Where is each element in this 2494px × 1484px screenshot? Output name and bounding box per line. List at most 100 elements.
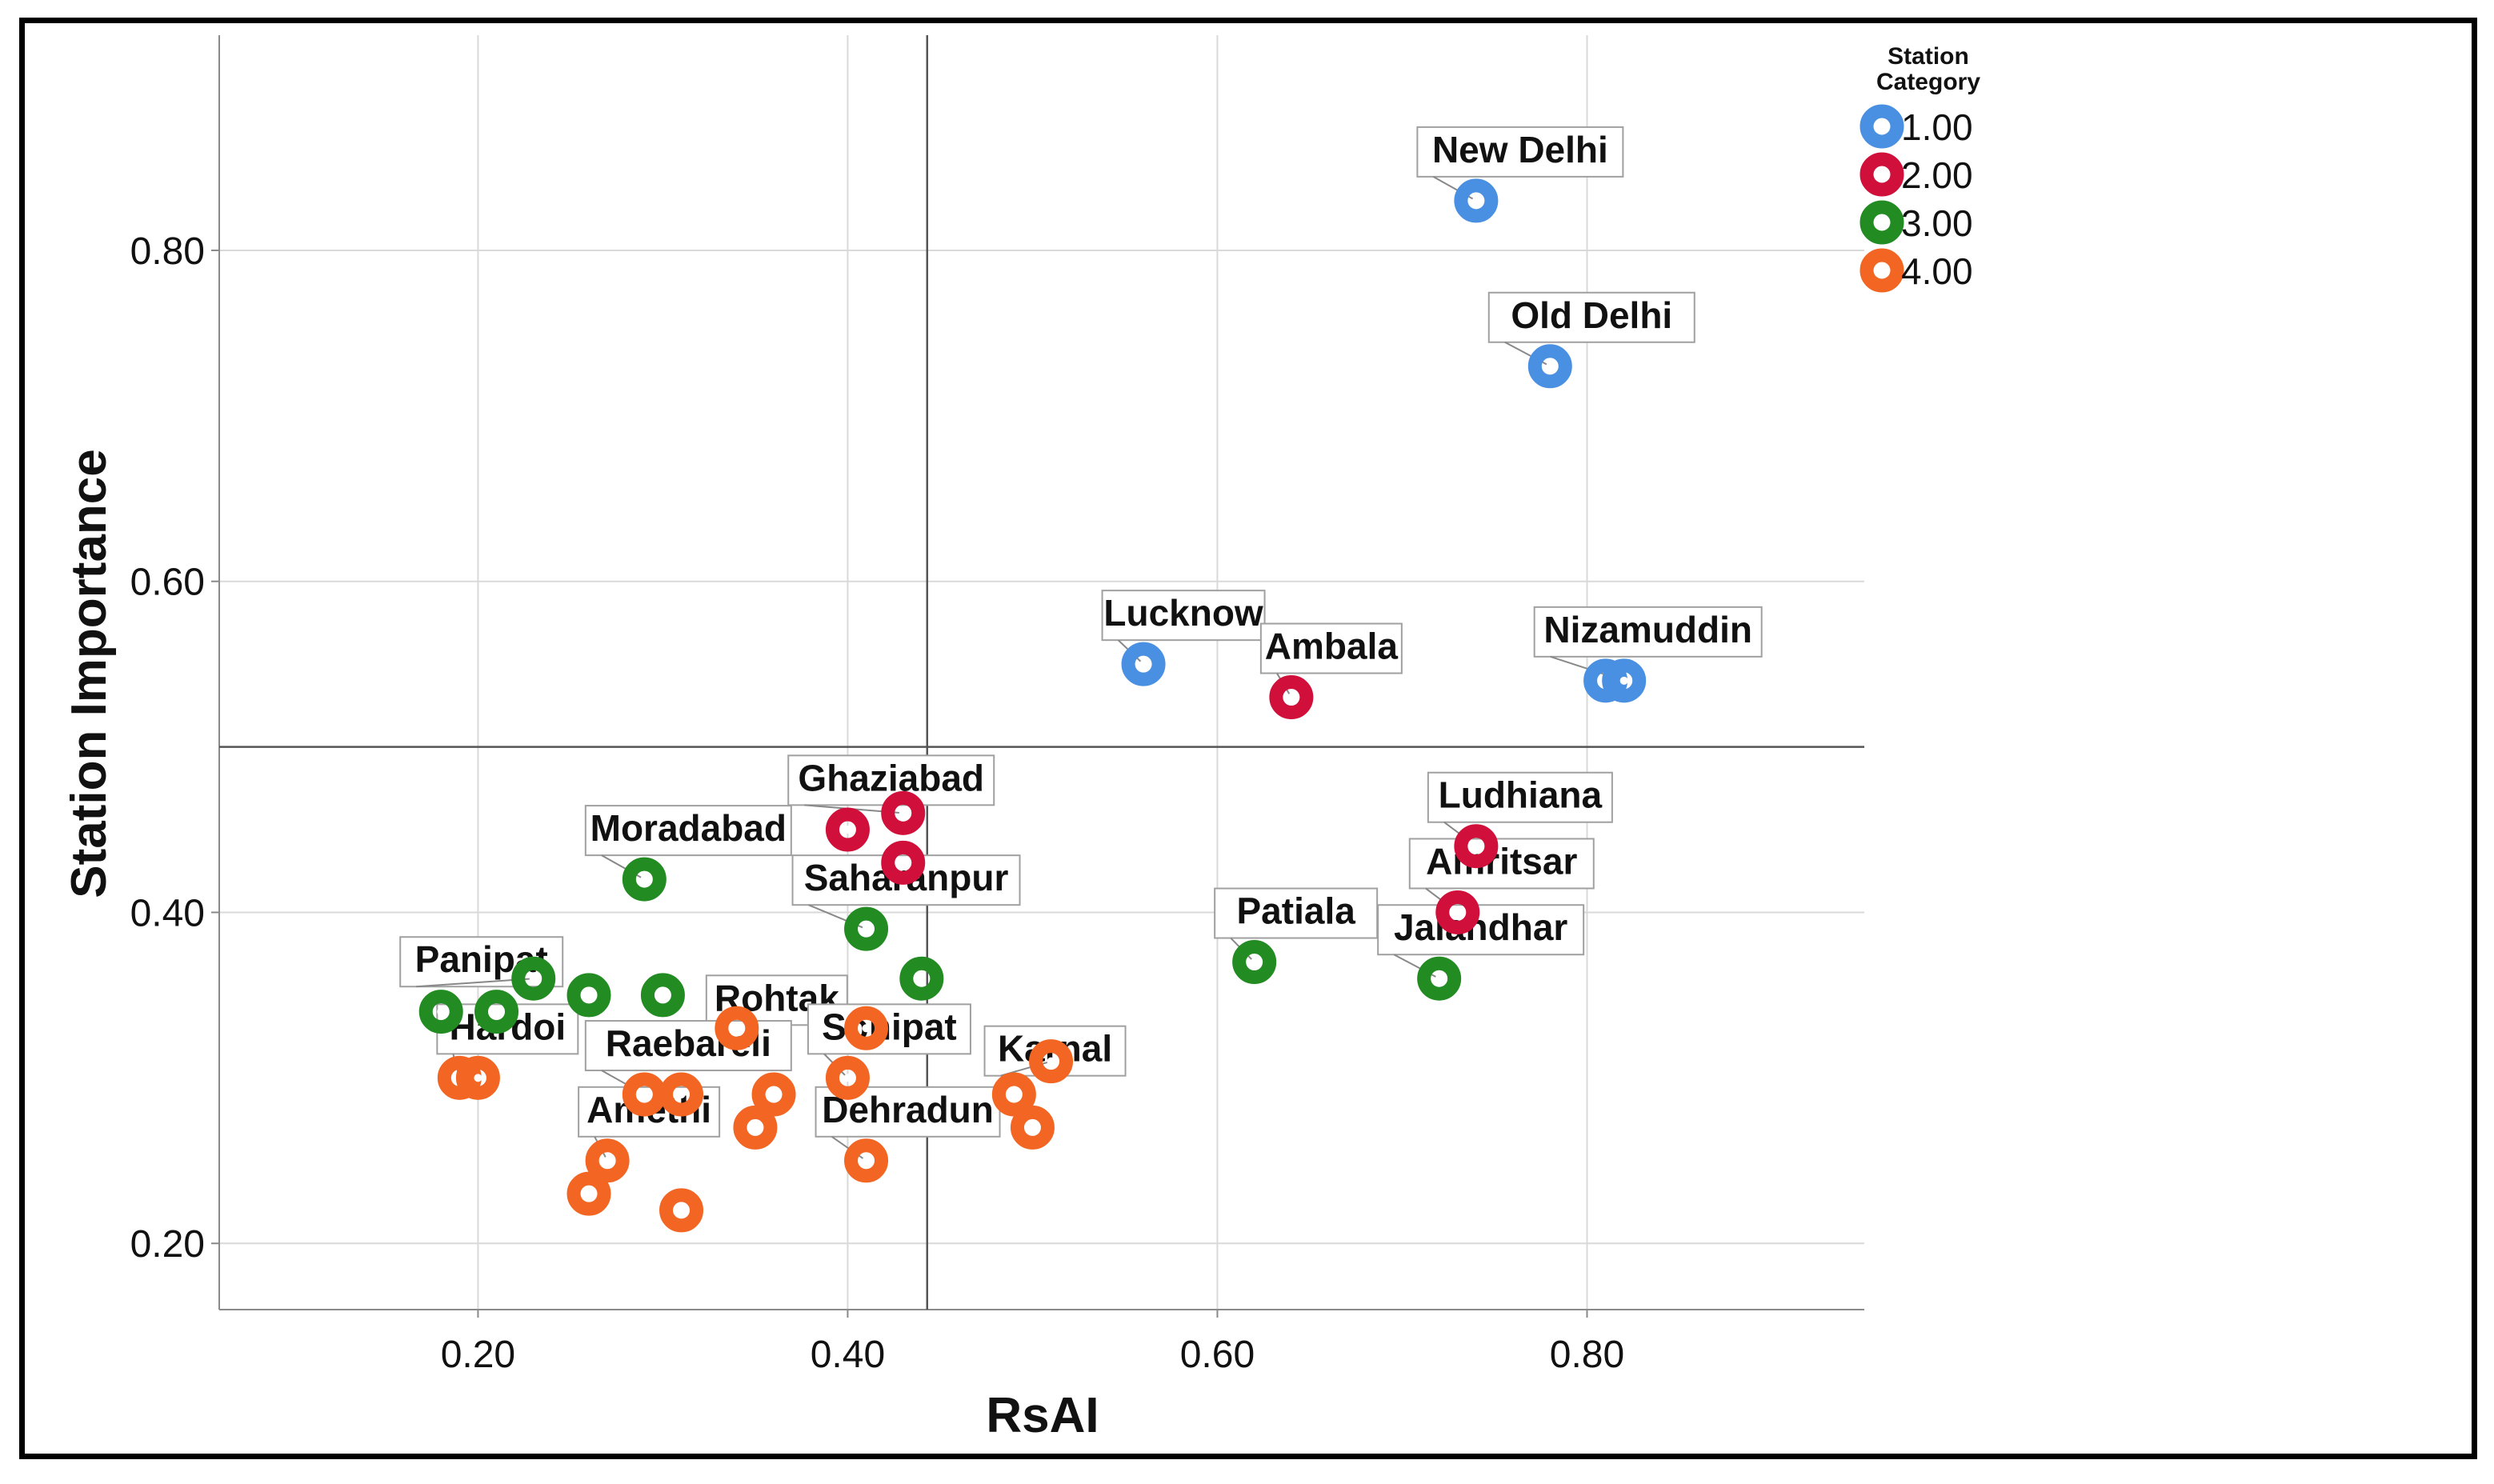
data-point-center xyxy=(640,1090,649,1099)
data-point xyxy=(566,1171,611,1216)
legend-marker xyxy=(1859,104,1904,149)
point-label-box xyxy=(1487,291,1695,343)
legend-marker-center xyxy=(1878,266,1886,274)
point-label-box xyxy=(584,805,792,857)
point-label-text: Jalandhar xyxy=(1394,906,1567,948)
data-point-center xyxy=(917,974,926,983)
data-point xyxy=(715,1006,759,1050)
data-point-ring xyxy=(1417,956,1462,1001)
data-point-ring xyxy=(844,906,889,951)
data-point-center xyxy=(732,1024,741,1033)
point-label-box xyxy=(1533,606,1763,658)
data-point-ring xyxy=(455,1055,500,1100)
data-point-ring xyxy=(566,1171,611,1216)
data-point-ring xyxy=(511,956,556,1001)
data-point-center xyxy=(862,1024,871,1033)
point-label-text: Lucknow xyxy=(1103,592,1263,634)
legend-label: 2.00 xyxy=(1901,154,1973,196)
point-label-text: Moradabad xyxy=(590,807,787,849)
data-point-center xyxy=(1471,196,1480,205)
data-point-center xyxy=(1435,974,1443,983)
point-label-box xyxy=(807,1003,971,1055)
data-point-ring xyxy=(1435,890,1480,934)
x-tick-label: 0.80 xyxy=(1550,1334,1624,1376)
data-point-center xyxy=(1453,908,1462,917)
x-tick-label: 0.60 xyxy=(1180,1334,1255,1376)
data-point xyxy=(455,1055,500,1100)
data-point-center xyxy=(659,990,667,999)
data-point-ring xyxy=(640,973,685,1018)
point-label-box xyxy=(1214,887,1379,939)
point-label: Ambala xyxy=(1259,622,1403,698)
data-point-center xyxy=(1047,1057,1055,1066)
data-point xyxy=(640,973,685,1018)
data-point-ring xyxy=(1232,940,1277,985)
data-point-center xyxy=(474,1074,482,1082)
data-point-center xyxy=(1287,693,1295,702)
point-label-box xyxy=(1377,904,1585,956)
point-label: Lucknow xyxy=(1101,590,1266,665)
point-label-box xyxy=(1408,838,1595,890)
point-label-text: Nizamuddin xyxy=(1543,609,1752,650)
data-point-center xyxy=(899,809,907,818)
data-point xyxy=(474,990,519,1034)
data-point-ring xyxy=(881,840,926,885)
data-point-ring xyxy=(1527,344,1572,389)
legend-marker-center xyxy=(1878,218,1886,226)
data-point-ring xyxy=(881,790,926,835)
legend-marker-center xyxy=(1878,170,1886,178)
point-label-text: New Delhi xyxy=(1432,129,1608,170)
y-tick-label: 0.60 xyxy=(130,562,205,604)
data-point-ring xyxy=(825,807,870,852)
point-label: Patiala xyxy=(1214,887,1379,963)
x-tick-label: 0.20 xyxy=(441,1334,515,1376)
data-point-ring xyxy=(622,857,667,902)
data-point-center xyxy=(751,1123,759,1132)
point-label-leader xyxy=(1432,176,1477,202)
x-axis-title: RsAI xyxy=(986,1388,1099,1443)
legend-label: 1.00 xyxy=(1901,106,1973,148)
data-point-ring xyxy=(733,1105,778,1150)
data-point-center xyxy=(862,1156,871,1165)
point-label: Jalandhar xyxy=(1377,904,1585,980)
point-label: Dehradun xyxy=(815,1086,1001,1162)
data-point-center xyxy=(1250,958,1259,966)
data-point-center xyxy=(640,875,649,884)
data-point xyxy=(659,1072,704,1117)
axes: 0.20 0.40 0.60 0.80 0.20 0.40 0.60 0.80 xyxy=(130,35,1864,1376)
data-point xyxy=(733,1105,778,1150)
data-point-center xyxy=(1010,1090,1019,1099)
data-point-ring xyxy=(1602,658,1647,703)
data-point-ring xyxy=(418,990,463,1034)
legend-title: Station xyxy=(1888,43,1969,70)
point-label-box xyxy=(1259,622,1403,674)
data-point-ring xyxy=(991,1072,1036,1117)
point-label: Nizamuddin xyxy=(1533,606,1763,682)
point-label-text: Amritsar xyxy=(1426,840,1577,882)
legend-marker xyxy=(1859,248,1904,293)
data-point-ring xyxy=(844,1006,889,1050)
data-point-center xyxy=(1471,842,1480,850)
point-label-text: Patiala xyxy=(1237,890,1356,932)
data-point xyxy=(622,1072,667,1117)
data-point-ring xyxy=(585,1138,630,1183)
data-point-center xyxy=(437,1007,446,1016)
data-point-center xyxy=(899,858,907,867)
data-point xyxy=(659,1188,704,1233)
data-point xyxy=(622,857,667,902)
data-point-ring xyxy=(844,1138,889,1183)
data-point xyxy=(1269,675,1314,720)
data-point xyxy=(1602,658,1647,703)
data-point xyxy=(825,807,870,852)
legend-entry: 2.00 xyxy=(1859,152,1973,197)
data-point-ring xyxy=(715,1006,759,1050)
legend-label: 3.00 xyxy=(1901,202,1973,244)
data-point-center xyxy=(843,1074,852,1082)
data-point xyxy=(585,1138,630,1183)
point-label-box xyxy=(1416,126,1624,178)
data-point xyxy=(825,1055,870,1100)
legend-marker xyxy=(1859,152,1904,197)
data-point xyxy=(1029,1039,1074,1084)
data-point-ring xyxy=(1121,642,1166,686)
